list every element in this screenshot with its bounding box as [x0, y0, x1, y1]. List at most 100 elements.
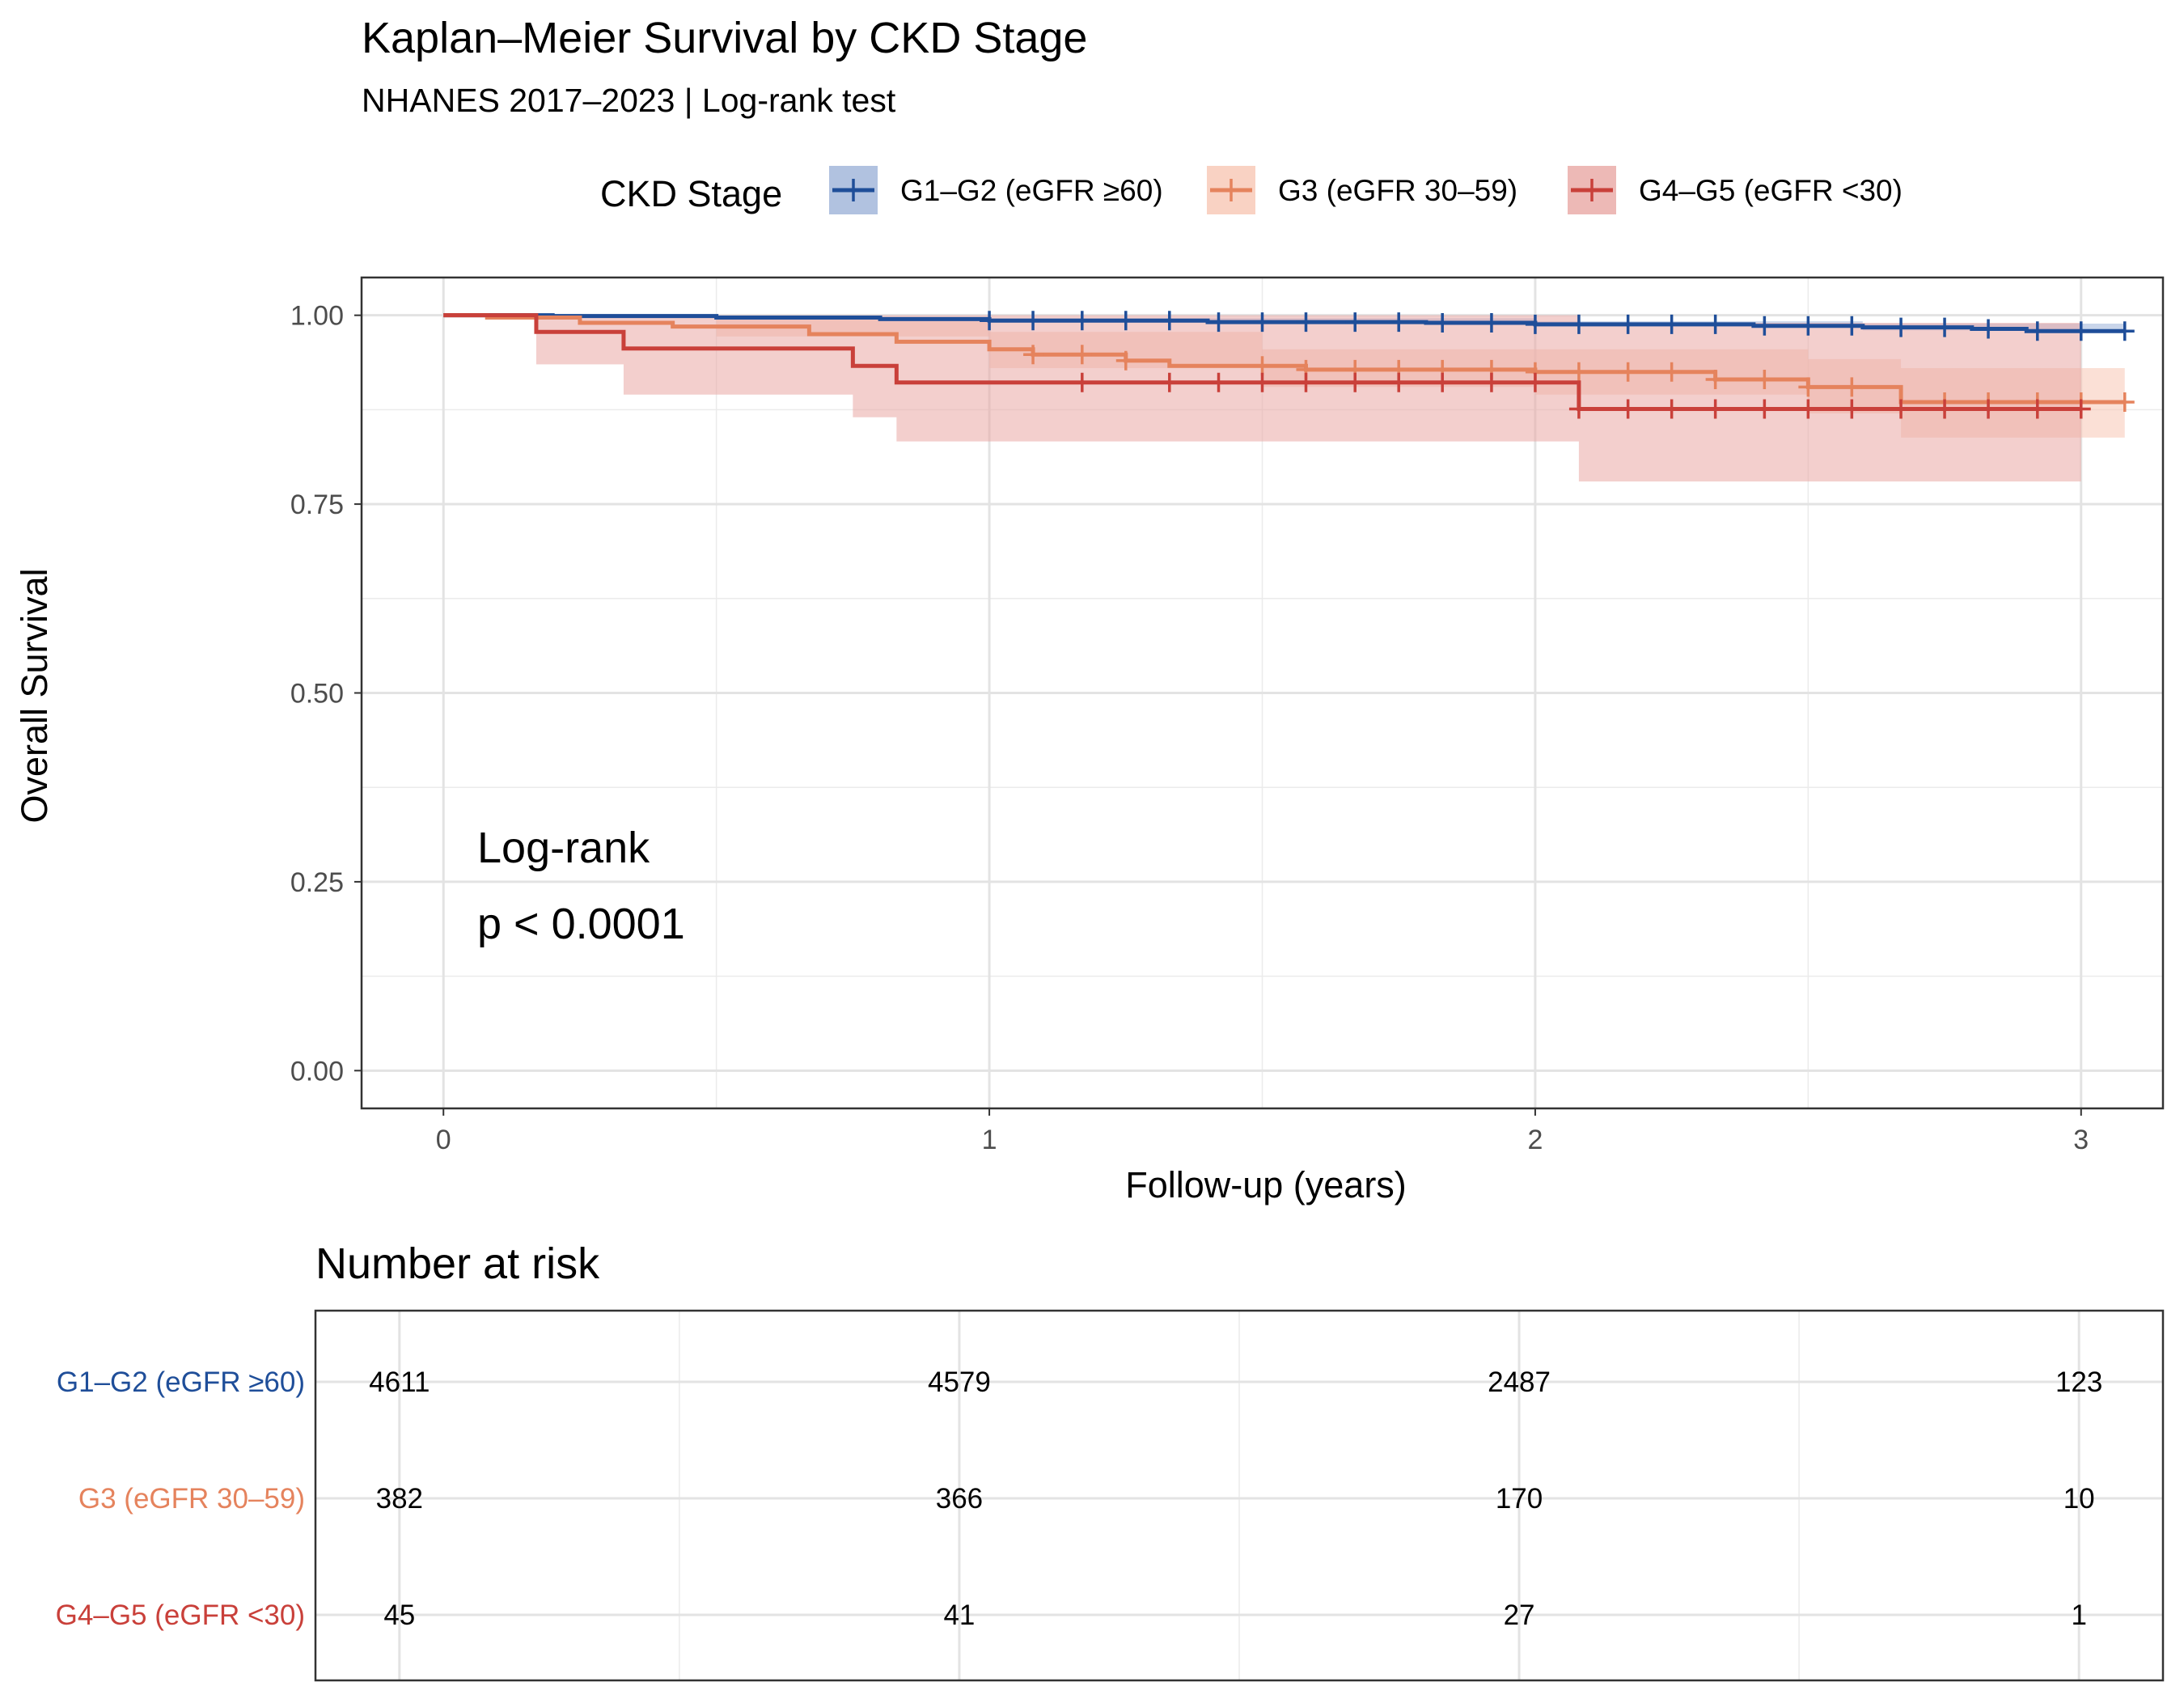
y-tick-label: 0.00 — [290, 1056, 344, 1087]
chart-subtitle: NHANES 2017–2023 | Log-rank test — [362, 82, 896, 119]
censor-mark — [1935, 317, 1955, 337]
survival-curve — [443, 313, 2125, 333]
censor-mark — [1842, 399, 1862, 419]
censor-mark — [1705, 399, 1725, 419]
censor-mark — [2114, 321, 2135, 341]
censor-mark — [1072, 311, 1092, 331]
risk-row-label: G4–G5 (eGFR <30) — [56, 1599, 305, 1631]
risk-value: 27 — [1504, 1599, 1535, 1631]
censor-mark — [1754, 316, 1775, 336]
censor-mark — [1023, 311, 1043, 331]
censor-mark — [1661, 314, 1682, 334]
x-tick-label: 1 — [982, 1125, 997, 1155]
chart-title: Kaplan–Meier Survival by CKD Stage — [362, 14, 1087, 62]
censor-mark — [1296, 312, 1316, 333]
censor-mark — [1072, 372, 1092, 392]
censor-mark — [1345, 372, 1365, 392]
y-axis-title: Overall Survival — [14, 568, 55, 823]
censor-mark — [1754, 399, 1775, 419]
censor-mark — [1525, 372, 1545, 392]
censor-mark — [1023, 345, 1043, 365]
legend-label: G4–G5 (eGFR <30) — [1639, 174, 1903, 207]
y-tick-label: 0.50 — [290, 679, 344, 710]
censor-mark — [1618, 362, 1638, 382]
survival-curve — [443, 313, 2081, 411]
censor-mark — [1798, 377, 1818, 397]
x-axis-title: Follow-up (years) — [1125, 1164, 1407, 1205]
risk-value: 382 — [376, 1483, 423, 1515]
censor-mark — [1115, 350, 1136, 371]
risk-row-label: G3 (eGFR 30–59) — [78, 1483, 305, 1515]
risk-value: 10 — [2063, 1483, 2095, 1515]
plot-panel: 0.00 0.25 0.50 0.75 1.00 0 1 2 3 — [290, 276, 2165, 1155]
censor-mark — [1754, 370, 1775, 390]
y-tick-label: 0.25 — [290, 867, 344, 898]
censor-mark — [1159, 311, 1179, 331]
x-tick-label: 2 — [1527, 1125, 1543, 1155]
y-tick-label: 1.00 — [290, 301, 344, 332]
censor-mark — [1618, 399, 1638, 419]
censor-mark — [1705, 314, 1725, 334]
censor-mark — [1568, 362, 1589, 382]
censor-mark — [1208, 372, 1229, 392]
censor-mark — [1345, 312, 1365, 333]
censor-mark — [1568, 399, 1589, 419]
risk-value: 4611 — [369, 1366, 430, 1398]
risk-table-border — [314, 1309, 2165, 1682]
censor-mark — [1979, 319, 1999, 339]
censor-mark — [1115, 311, 1136, 331]
censor-mark — [1798, 316, 1818, 336]
censor-mark — [2027, 321, 2047, 341]
censor-mark — [1525, 314, 1545, 334]
y-tick-label: 0.75 — [290, 489, 344, 520]
censor-mark — [1252, 312, 1272, 333]
censor-mark — [1842, 377, 1862, 397]
risk-value: 2487 — [1488, 1366, 1551, 1398]
censor-mark — [1891, 399, 1911, 419]
censor-mark — [1568, 314, 1589, 334]
censor-mark — [1389, 312, 1409, 333]
censor-mark — [1296, 372, 1316, 392]
x-tick-label: 3 — [2073, 1125, 2089, 1155]
censor-mark — [1433, 372, 1453, 392]
risk-value: 45 — [383, 1599, 415, 1631]
legend-title: CKD Stage — [600, 173, 782, 214]
censor-mark — [980, 311, 1000, 331]
censor-mark — [1252, 372, 1272, 392]
censor-mark — [1661, 362, 1682, 382]
risk-value: 170 — [1496, 1483, 1543, 1515]
censor-mark — [1481, 313, 1501, 333]
logrank-label: Log-rank — [477, 824, 650, 872]
x-tick-label: 0 — [436, 1125, 451, 1155]
censor-mark — [1252, 356, 1272, 376]
legend: CKD Stage G1–G2 (eGFR ≥60) G3 (eGFR 30–59… — [600, 166, 1903, 214]
censor-mark — [1891, 317, 1911, 337]
censor-mark — [2114, 392, 2135, 413]
censor-mark — [1072, 345, 1092, 365]
risk-table-title: Number at risk — [315, 1239, 600, 1288]
censor-mark — [2027, 399, 2047, 419]
censor-mark — [1389, 372, 1409, 392]
risk-value: 366 — [936, 1483, 983, 1515]
censor-mark — [1935, 399, 1955, 419]
risk-value: 123 — [2055, 1366, 2102, 1398]
legend-label: G1–G2 (eGFR ≥60) — [900, 174, 1163, 207]
censor-mark — [1661, 399, 1682, 419]
censor-mark — [1705, 370, 1725, 390]
censor-mark — [1979, 399, 1999, 419]
censor-mark — [1842, 316, 1862, 336]
risk-row-label: G1–G2 (eGFR ≥60) — [57, 1366, 305, 1398]
censor-mark — [1481, 372, 1501, 392]
censor-mark — [2071, 321, 2091, 341]
censor-mark — [2071, 399, 2091, 419]
risk-value: 4579 — [928, 1366, 991, 1398]
censor-mark — [1208, 312, 1229, 333]
risk-value: 41 — [943, 1599, 975, 1631]
censor-mark — [1798, 399, 1818, 419]
censor-mark — [1433, 313, 1453, 333]
risk-table: G1–G2 (eGFR ≥60) 4611 4579 2487 123 G3 (eGFR … — [56, 1309, 2165, 1682]
risk-value: 1 — [2071, 1599, 2086, 1631]
plot-border — [360, 276, 2165, 1110]
legend-label: G3 (eGFR 30–59) — [1278, 174, 1517, 207]
